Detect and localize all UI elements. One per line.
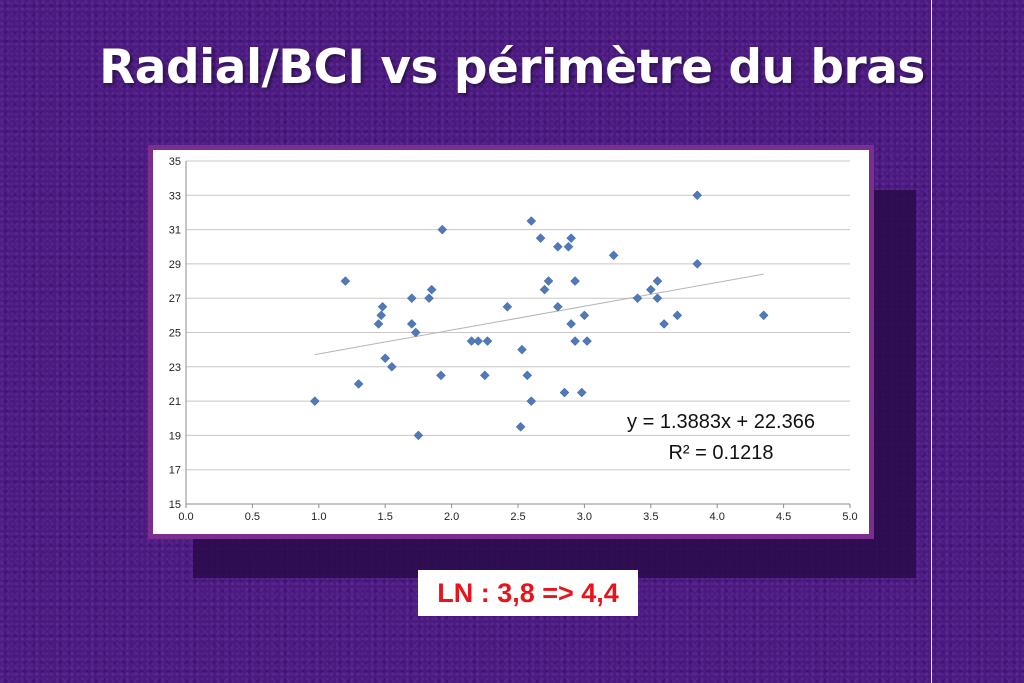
x-tick-label: 3.5 [643, 511, 658, 523]
y-tick-label: 17 [169, 465, 181, 477]
data-point [353, 379, 364, 389]
y-tick-label: 35 [169, 156, 181, 168]
data-point [406, 293, 417, 304]
data-point [515, 421, 526, 432]
x-tick-label: 0.5 [245, 511, 260, 523]
y-tick-label: 25 [169, 328, 181, 340]
data-point [386, 361, 397, 372]
trendline [314, 273, 764, 356]
data-point [373, 319, 384, 329]
y-tick-label: 31 [169, 225, 181, 237]
slide-title: Radial/BCI vs périmètre du bras [99, 40, 925, 95]
r-squared-label: R² = 0.1218 [668, 442, 773, 464]
data-point [652, 293, 663, 304]
data-point [692, 259, 703, 269]
data-point [563, 241, 574, 252]
data-point [526, 216, 537, 226]
data-point [608, 250, 619, 261]
scatter-chart: 15 17 19 21 23 25 27 29 31 33 35 0.0 0.5 1.0 1.5 2.0 2.5… [169, 156, 858, 523]
data-point [436, 370, 446, 381]
data-point [570, 336, 580, 346]
data-point [502, 301, 513, 312]
data-point [566, 233, 576, 244]
data-point [659, 319, 669, 329]
data-point [424, 293, 434, 304]
y-tick-label: 23 [169, 362, 181, 374]
chart-area: 15 17 19 21 23 25 27 29 31 33 35 0.0 0.5 1.0 1.5 2.0 2.5… [153, 150, 869, 534]
x-tick-label: 2.0 [444, 511, 459, 523]
x-tick-label: 3.0 [577, 511, 592, 523]
y-tick-label: 33 [169, 190, 181, 202]
y-tick-label: 19 [169, 430, 181, 442]
data-point [309, 396, 320, 406]
x-tick-label: 1.5 [378, 511, 393, 523]
data-point [473, 336, 484, 346]
data-point [543, 276, 554, 286]
x-tick-label: 5.0 [842, 511, 857, 523]
data-point [559, 387, 570, 398]
x-tick-label: 0.0 [178, 511, 193, 523]
x-tick-label: 1.0 [311, 511, 326, 523]
data-point [466, 336, 477, 346]
x-tick-label: 4.5 [776, 511, 791, 523]
slide-edge-line [931, 0, 932, 683]
data-point [652, 276, 663, 286]
data-point [576, 387, 587, 398]
data-point [645, 284, 656, 295]
data-point [517, 344, 527, 355]
data-point [410, 327, 421, 338]
data-point [632, 293, 643, 304]
data-point [570, 276, 580, 286]
trendline-equation: y = 1.3883x + 22.366 [627, 411, 815, 433]
y-tick-label: 29 [169, 259, 181, 271]
data-point [377, 301, 388, 312]
data-point [579, 310, 590, 321]
data-point [522, 370, 533, 381]
data-point [380, 353, 391, 364]
data-point [340, 276, 351, 286]
data-point [482, 336, 493, 346]
x-tick-label: 2.5 [510, 511, 525, 523]
data-point [539, 284, 550, 295]
data-point [692, 190, 703, 201]
data-point [566, 319, 576, 329]
y-tick-label: 15 [169, 499, 181, 511]
y-tick-label: 21 [169, 396, 181, 408]
data-point [672, 310, 683, 321]
data-point [526, 396, 537, 406]
data-point [552, 241, 563, 252]
x-tick-label: 4.0 [710, 511, 725, 523]
y-tick-label: 27 [169, 293, 181, 305]
data-point [758, 310, 769, 321]
data-point [406, 319, 417, 329]
data-point [552, 301, 563, 312]
normal-range-note: LN : 3,8 => 4,4 [418, 570, 638, 616]
data-point [479, 370, 490, 381]
data-point [582, 336, 592, 346]
data-point [426, 284, 437, 295]
data-point [437, 224, 448, 235]
chart-frame: 15 17 19 21 23 25 27 29 31 33 35 0.0 0.5 1.0 1.5 2.0 2.5… [148, 145, 874, 539]
data-point [413, 430, 424, 441]
data-point [535, 233, 546, 244]
data-point [376, 310, 387, 321]
